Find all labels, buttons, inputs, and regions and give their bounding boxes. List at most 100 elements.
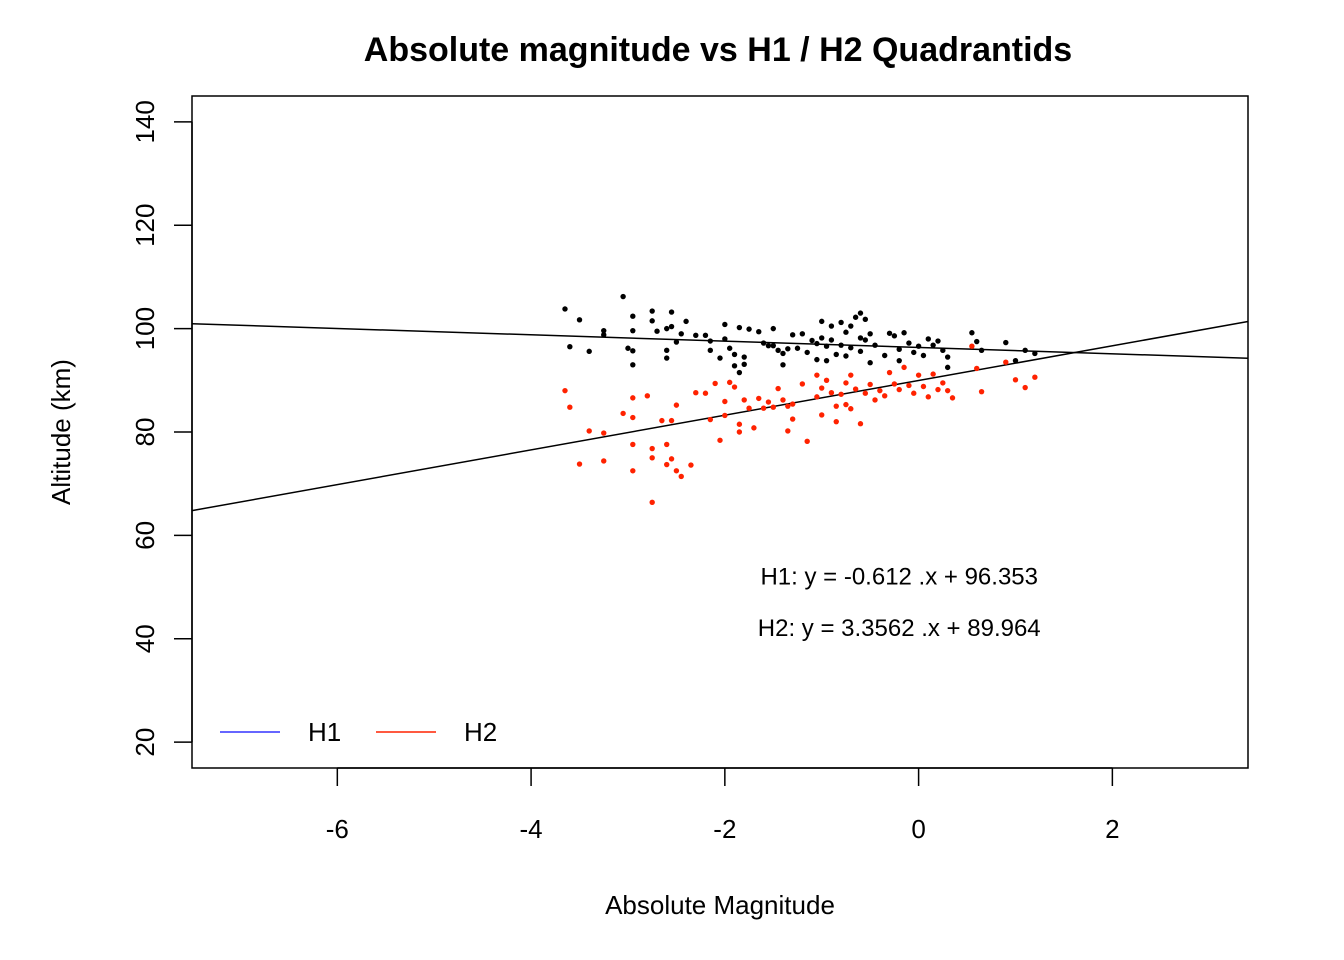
x-tick-label: -2: [713, 814, 736, 844]
data-point: [789, 401, 796, 407]
data-point: [775, 385, 781, 392]
data-point: [726, 345, 733, 351]
equation-annotation: H1: y = -0.612 .x + 96.353: [760, 563, 1038, 590]
data-point: [644, 393, 651, 399]
data-point: [736, 429, 743, 435]
data-point: [664, 461, 670, 468]
data-point: [896, 357, 902, 364]
data-point: [1032, 374, 1038, 380]
data-point: [799, 381, 806, 387]
data-point: [630, 395, 636, 401]
data-point: [707, 338, 714, 344]
x-tick-label: 0: [911, 814, 925, 844]
data-point: [857, 348, 864, 355]
data-point: [741, 354, 747, 360]
data-point: [843, 329, 849, 335]
annotations: H1: y = -0.612 .x + 96.353 H2: y = 3.3562…: [758, 563, 1041, 642]
data-point: [789, 416, 796, 422]
data-point: [586, 428, 592, 434]
data-point: [668, 309, 675, 315]
data-point: [630, 313, 636, 319]
data-point: [974, 365, 980, 372]
data-point: [751, 425, 757, 431]
data-point: [843, 380, 849, 386]
data-point: [673, 339, 680, 345]
data-point: [678, 473, 684, 480]
data-point: [601, 327, 607, 334]
legend-item-h2: H2: [376, 717, 497, 747]
data-point: [576, 317, 583, 323]
data-point: [746, 326, 752, 332]
data-point: [1022, 384, 1028, 391]
data-point: [867, 381, 873, 388]
data-point: [562, 387, 568, 394]
data-point: [1032, 350, 1038, 357]
data-point: [852, 314, 859, 320]
data-point: [896, 386, 902, 393]
data-point: [944, 387, 951, 394]
data-point: [731, 384, 738, 390]
data-point: [901, 330, 907, 336]
data-point: [978, 347, 985, 354]
data-point: [949, 395, 956, 401]
data-point: [852, 386, 859, 392]
data-point: [741, 397, 747, 403]
y-tick-label: 140: [130, 100, 160, 143]
data-point: [819, 318, 825, 325]
data-point: [794, 345, 801, 351]
data-point: [736, 324, 743, 331]
data-point: [814, 372, 820, 378]
data-point: [785, 403, 791, 409]
data-point: [775, 347, 781, 354]
legend-label: H2: [464, 717, 497, 747]
data-point: [901, 364, 907, 371]
data-point: [819, 335, 825, 341]
x-tick-label: 2: [1105, 814, 1119, 844]
data-point: [722, 398, 728, 405]
data-point: [630, 441, 636, 448]
data-point: [649, 445, 655, 452]
data-point: [722, 321, 728, 328]
data-point: [664, 441, 670, 448]
data-point: [857, 310, 864, 316]
data-point: [702, 332, 709, 339]
data-point: [843, 401, 849, 408]
data-point: [620, 293, 626, 300]
data-point: [736, 369, 743, 376]
data-point: [717, 355, 723, 361]
legend-label: H1: [308, 717, 341, 747]
data-point: [756, 395, 762, 402]
data-point: [862, 316, 869, 323]
data-point: [649, 455, 655, 461]
data-point: [736, 421, 743, 427]
data-point: [886, 369, 893, 376]
data-point: [823, 357, 830, 364]
data-point: [785, 346, 791, 352]
data-point: [731, 363, 738, 369]
data-point: [906, 382, 912, 389]
data-point: [741, 361, 747, 367]
data-point: [848, 323, 854, 329]
data-point: [780, 362, 786, 368]
data-point: [654, 328, 660, 334]
data-point: [726, 379, 733, 386]
data-point: [911, 349, 917, 356]
data-point: [828, 323, 835, 329]
data-point: [630, 348, 636, 354]
data-point: [809, 337, 815, 344]
data-point: [630, 414, 636, 421]
data-point: [814, 394, 820, 400]
data-point: [659, 417, 665, 424]
data-point: [668, 417, 675, 424]
data-point: [683, 318, 689, 325]
data-point: [833, 403, 839, 409]
data-point: [828, 337, 835, 343]
y-tick-label: 40: [130, 624, 160, 653]
data-point: [930, 342, 936, 348]
data-point: [664, 347, 670, 354]
data-point: [857, 421, 864, 427]
data-point: [838, 391, 844, 397]
data-point: [789, 332, 796, 338]
data-point: [978, 388, 985, 395]
